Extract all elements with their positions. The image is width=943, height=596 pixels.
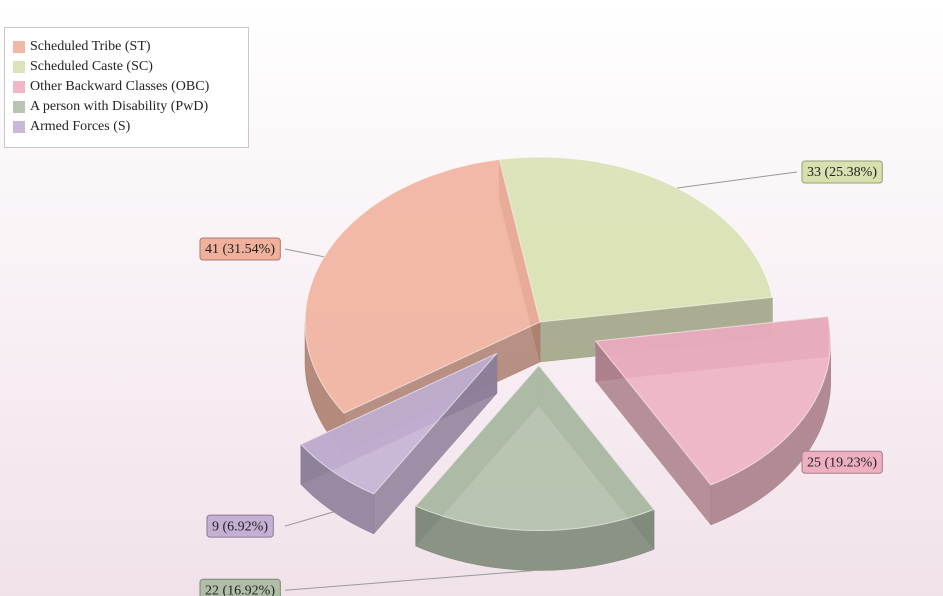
leader-line	[677, 171, 798, 189]
legend-box	[4, 27, 249, 148]
legend-label: Scheduled Caste (SC)	[30, 59, 153, 74]
data-label: 22 (16.92%)	[205, 584, 275, 596]
slice	[300, 352, 498, 495]
slice	[414, 364, 655, 532]
legend-label: Scheduled Tribe (ST)	[30, 39, 151, 54]
data-label-box	[801, 160, 883, 184]
pie	[300, 156, 832, 571]
legend-label: Armed Forces (S)	[30, 119, 131, 134]
data-label: 41 (31.54%)	[205, 242, 275, 257]
leader-line	[284, 569, 535, 591]
data-label-box	[199, 237, 281, 261]
legend-label: A person with Disability (PwD)	[30, 99, 208, 114]
data-label: 9 (6.92%)	[212, 519, 268, 534]
data-label-box	[206, 514, 274, 538]
legend: Scheduled Tribe (ST) Scheduled Caste (SC)…	[4, 27, 249, 148]
slice	[594, 315, 832, 486]
legend-swatch	[13, 101, 25, 113]
data-label-box	[801, 450, 883, 474]
slice	[498, 156, 774, 323]
legend-label: Other Backward Classes (OBC)	[30, 79, 210, 94]
legend-swatch	[13, 61, 25, 73]
leader-line	[284, 511, 334, 527]
data-label: 33 (25.38%)	[807, 165, 877, 180]
legend-swatch	[13, 121, 25, 133]
data-label-box	[199, 578, 281, 596]
legend-swatch	[13, 81, 25, 93]
slice	[304, 158, 541, 414]
data-label: 25 (19.23%)	[807, 455, 877, 470]
legend-swatch	[13, 41, 25, 53]
data-labels: 41 (31.54%) 33 (25.38%) 25 (19.23%) 22 (16.…	[199, 160, 883, 596]
leader-line	[284, 248, 325, 258]
